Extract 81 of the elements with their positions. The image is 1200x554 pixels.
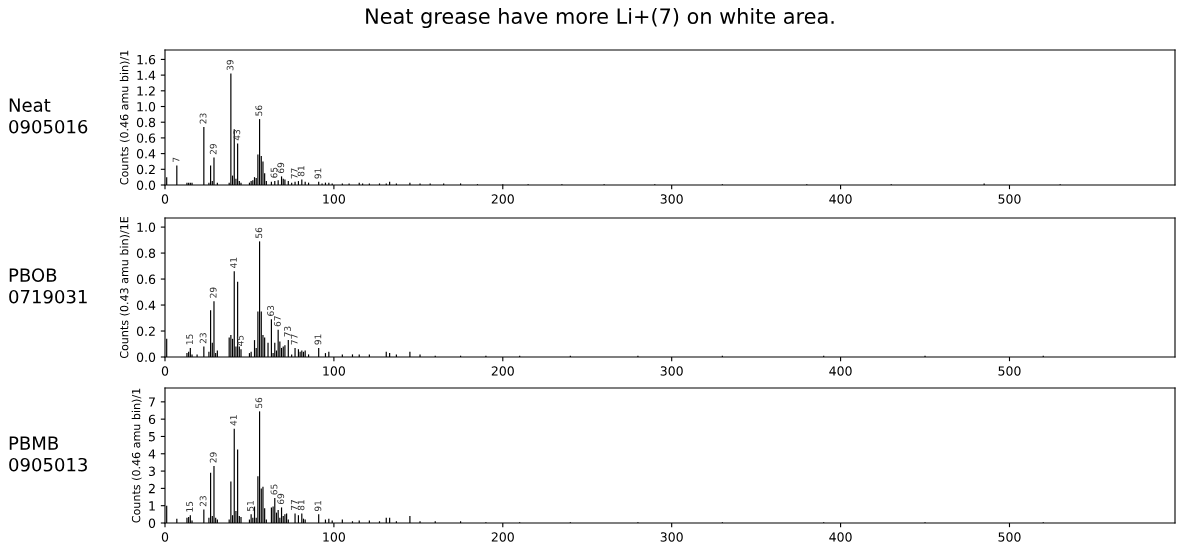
x-tick-label: 0 (161, 366, 169, 376)
annotation: 23 (199, 333, 207, 344)
annotation: 41 (230, 415, 237, 426)
annotation: 67 (273, 316, 281, 327)
y-tick-label: 0.8 (136, 248, 156, 258)
annotation: 29 (209, 287, 217, 298)
x-tick-label: 100 (323, 194, 345, 204)
annotation: 43 (233, 129, 241, 141)
text: Neat 0905016 (9, 98, 88, 134)
annotation: 15 (186, 501, 193, 512)
annotation: 56 (255, 105, 263, 116)
annotation: 56 (255, 397, 263, 408)
y-tick-label: 0.4 (136, 149, 156, 159)
y-axis-title: Counts (0.46 amu bin)/1 (119, 50, 130, 185)
annotation: 29 (209, 143, 217, 155)
x-tick-label: 0 (161, 532, 169, 542)
annotation: 39 (226, 59, 234, 71)
annotation: 41 (230, 257, 237, 269)
y-axis-title: Counts (0.43 amu bin)/1E (119, 216, 130, 359)
annotation: 7 (172, 157, 180, 162)
y-tick-label: 0.0 (136, 180, 156, 190)
x-tick-label: 0 (161, 194, 169, 204)
x-tick-label: 400 (829, 532, 852, 542)
x-tick-label: 200 (491, 532, 514, 542)
annotation: 65 (270, 484, 278, 495)
annotation: 63 (267, 305, 275, 316)
x-tick-label: 400 (829, 194, 852, 204)
y-tick-label: 0.2 (136, 326, 155, 336)
annotation: 23 (199, 113, 207, 124)
annotation: 23 (199, 496, 207, 507)
annotation: 91 (314, 334, 322, 345)
x-tick-label: 300 (660, 366, 683, 376)
x-tick-label: 300 (660, 194, 683, 204)
y-tick-label: 0.6 (136, 133, 156, 143)
y-tick-label: 1.0 (137, 101, 156, 112)
chart-title: Neat grease have more Li+(7) on white area. (366, 7, 834, 29)
annotation: 73 (284, 326, 291, 337)
annotation: 81 (297, 166, 305, 177)
y-tick-label: 1 (149, 501, 155, 511)
annotation: 65 (270, 167, 278, 178)
x-tick-label: 200 (491, 366, 514, 376)
x-tick-label: 200 (491, 194, 514, 204)
y-tick-label: 1.2 (137, 86, 155, 96)
x-tick-label: 400 (829, 366, 852, 376)
x-tick-label: 500 (998, 532, 1021, 542)
x-tick-label: 100 (323, 532, 345, 542)
annotation: 56 (255, 227, 263, 238)
y-tick-label: 2 (148, 483, 155, 494)
y-tick-label: 6 (148, 414, 156, 425)
annotation: 15 (186, 334, 193, 345)
y-axis-title: Counts (0.46 amu bin)/1 (131, 388, 142, 523)
y-tick-label: 5 (148, 432, 155, 442)
y-tick-label: 0.2 (136, 164, 155, 175)
y-tick-label: 0.6 (136, 274, 156, 284)
y-tick-label: 0.8 (136, 117, 156, 128)
y-tick-label: 0 (148, 518, 156, 528)
annotation: 77 (290, 500, 298, 511)
annotation: 51 (247, 500, 254, 511)
y-tick-label: 3 (148, 466, 155, 476)
annotation: 81 (297, 500, 305, 511)
annotation: 77 (290, 334, 298, 345)
x-tick-label: 500 (998, 194, 1021, 204)
y-tick-label: 0.4 (136, 300, 156, 310)
y-tick-label: 1.4 (137, 70, 156, 80)
annotation: 69 (277, 162, 285, 174)
annotation: 69 (277, 493, 285, 505)
annotation: 91 (314, 500, 322, 512)
y-tick-label: 4 (148, 449, 156, 459)
x-tick-label: 300 (660, 532, 683, 542)
text: PBOB 0719031 (9, 268, 87, 304)
annotation: 91 (314, 168, 322, 179)
annotation: 45 (236, 335, 244, 346)
annotation: 77 (290, 168, 298, 179)
y-tick-label: 1.0 (137, 222, 156, 233)
annotation: 29 (209, 452, 217, 463)
x-tick-label: 100 (323, 366, 345, 376)
y-tick-label: 7 (149, 397, 155, 407)
y-tick-label: 0.0 (136, 352, 156, 362)
y-tick-label: 1.6 (137, 54, 156, 65)
x-tick-label: 500 (998, 366, 1021, 376)
text: PBMB 0905013 (9, 436, 87, 472)
